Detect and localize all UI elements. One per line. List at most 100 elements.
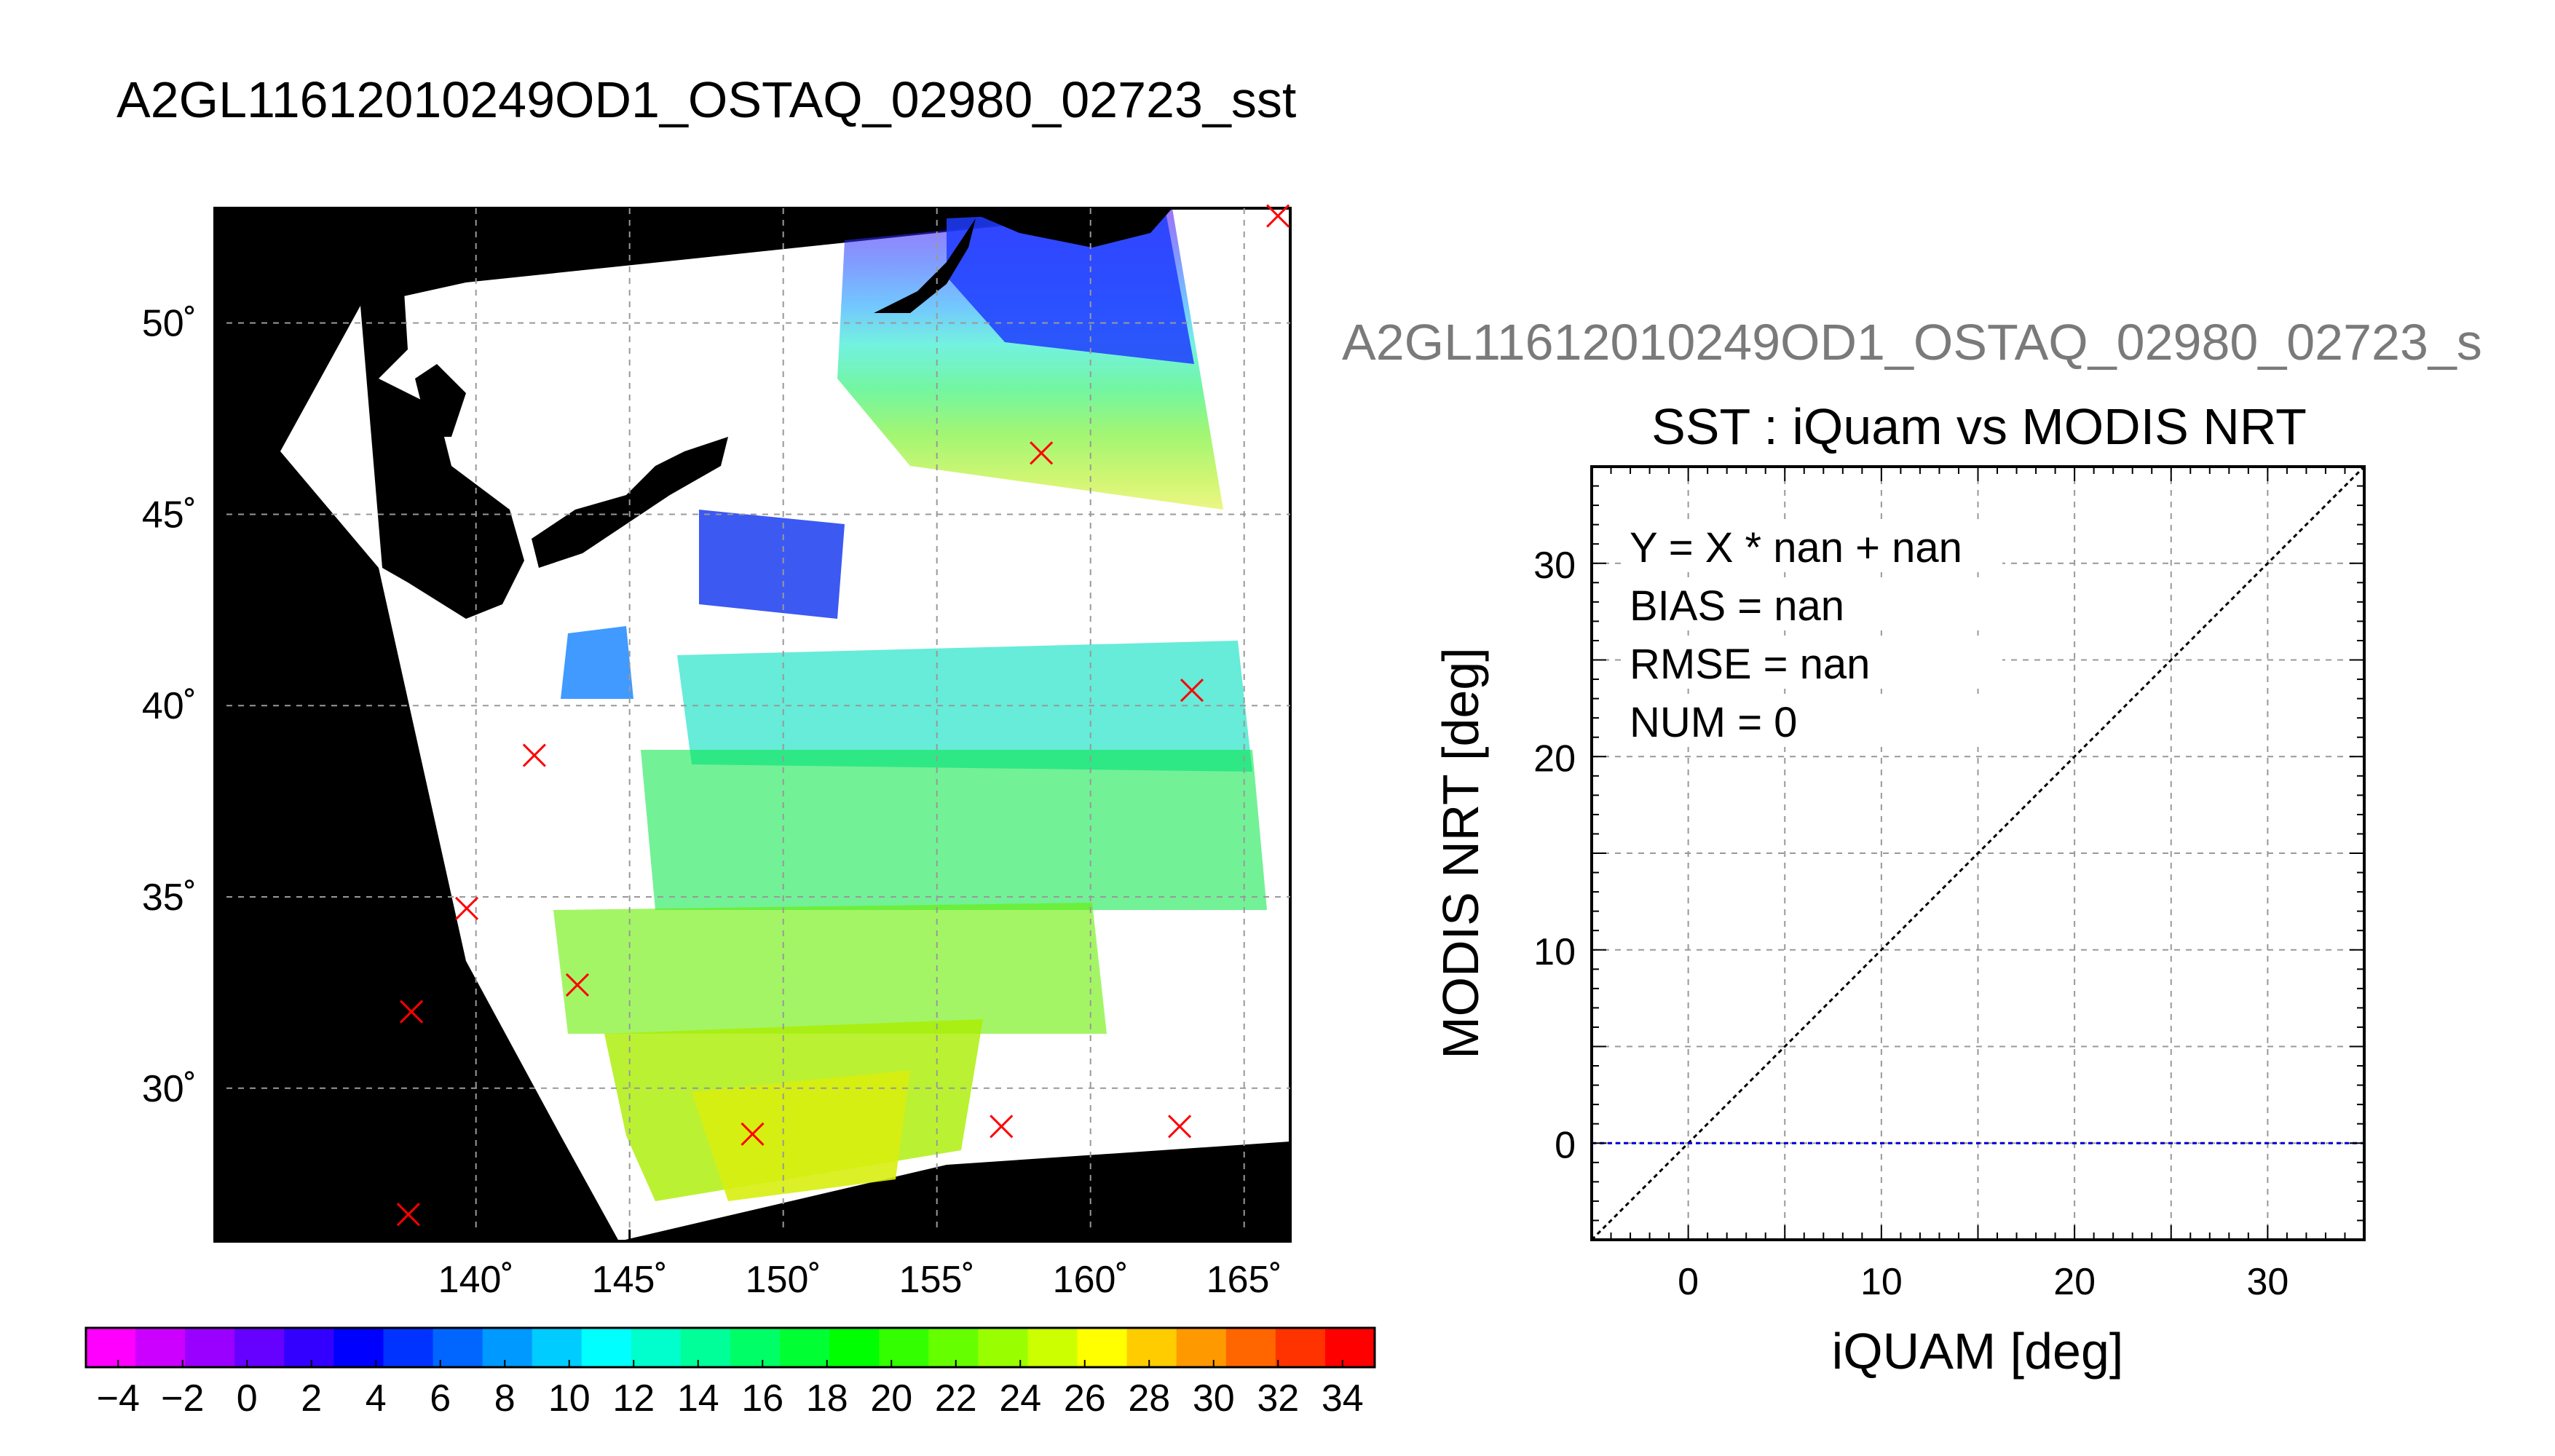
station-marker xyxy=(565,973,590,997)
colorbar-tick-label: 2 xyxy=(301,1377,322,1420)
colorbar-tick-label: 20 xyxy=(870,1377,912,1420)
colorbar-segment xyxy=(185,1328,235,1367)
scatter-title: SST : iQuam vs MODIS NRT xyxy=(1651,398,2307,455)
scatter-y-tick-label: 0 xyxy=(1555,1124,1576,1166)
stats-line: BIAS = nan xyxy=(1630,582,1844,630)
stats-annotation: Y = X * nan + nan BIAS = nan RMSE = nan NUM… xyxy=(1624,524,2002,747)
scatter-y-tick-label: 20 xyxy=(1533,737,1576,780)
map-y-tick-label: 40˚ xyxy=(142,685,197,727)
x-axis-label: iQUAM [deg] xyxy=(1832,1323,2124,1380)
station-marker xyxy=(522,743,546,767)
scatter-x-tick-label: 30 xyxy=(2246,1261,2289,1303)
colorbar-tick-label: 30 xyxy=(1193,1377,1235,1420)
map-x-tick-label: 165˚ xyxy=(1207,1259,1282,1301)
scatter-y-tick-labels: 0 10 20 30 xyxy=(1533,545,1576,1167)
colorbar-segment xyxy=(780,1328,830,1367)
colorbar-segment xyxy=(284,1328,334,1367)
map-y-tick-label: 35˚ xyxy=(142,877,197,919)
map-gridlines xyxy=(215,208,1290,1241)
colorbar-segment xyxy=(631,1328,682,1367)
map-x-tick-label: 145˚ xyxy=(592,1259,668,1301)
stats-background xyxy=(1624,699,2002,747)
colorbar-segment xyxy=(433,1328,483,1367)
colorbar-tick-label: 14 xyxy=(677,1377,719,1420)
colorbar-tick-label: 16 xyxy=(741,1377,783,1420)
station-marker xyxy=(1168,1115,1192,1139)
colorbar-tick-label: 12 xyxy=(612,1377,655,1420)
identity-line xyxy=(1590,465,2366,1241)
colorbar-tick-label: 28 xyxy=(1128,1377,1170,1420)
scatter-minor-ticks xyxy=(1592,467,2364,1240)
colorbar-segment xyxy=(1225,1328,1276,1367)
scatter-x-tick-label: 20 xyxy=(2053,1261,2096,1303)
map-x-tick-label: 160˚ xyxy=(1053,1259,1129,1301)
colorbar-segment xyxy=(730,1328,781,1367)
stats-background xyxy=(1624,524,2002,572)
station-marker xyxy=(741,1122,765,1146)
scatter-y-tick-label: 10 xyxy=(1533,931,1576,973)
stats-line: RMSE = nan xyxy=(1630,641,1870,688)
map-x-tick-labels: 140˚ 145˚ 150˚ 155˚ 160˚ 165˚ xyxy=(438,1259,1282,1301)
scatter-x-tick-label: 10 xyxy=(1860,1261,1903,1303)
stats-background xyxy=(1624,641,2002,689)
map-title: A2GL11612010249OD1_OSTAQ_02980_02723_sst xyxy=(117,71,1297,128)
colorbar-segment xyxy=(234,1328,285,1367)
colorbar-segment xyxy=(383,1328,434,1367)
station-marker xyxy=(454,896,479,920)
scatter-x-tick-labels: 0 10 20 30 xyxy=(1678,1261,2289,1303)
colorbar-tick-label: 22 xyxy=(935,1377,977,1420)
colorbar-segment xyxy=(532,1328,583,1367)
colorbar-tick-label: 10 xyxy=(548,1377,591,1420)
colorbar-tick-label: 26 xyxy=(1064,1377,1106,1420)
station-marker xyxy=(396,1203,420,1227)
colorbar-tick-labels: −4 −2 0 2 4 6 8 10 12 14 16 18 20 22 24 26 28 30 32 34 xyxy=(97,1377,1364,1420)
station-marker xyxy=(1180,678,1204,703)
map-y-tick-labels: 30˚ 35˚ 40˚ 45˚ 50˚ xyxy=(142,303,197,1110)
colorbar-segment xyxy=(581,1328,632,1367)
colorbar xyxy=(84,1326,1376,1369)
colorbar-tick-label: −2 xyxy=(161,1377,204,1420)
scatter-x-tick-label: 0 xyxy=(1678,1261,1699,1303)
colorbar-frame xyxy=(84,1326,1376,1369)
colorbar-segment xyxy=(1027,1328,1078,1367)
station-marker xyxy=(990,1115,1014,1139)
map-y-tick-label: 30˚ xyxy=(142,1068,197,1110)
colorbar-segment xyxy=(928,1328,979,1367)
scatter-supertitle: A2GL11612010249OD1_OSTAQ_02980_02723_s xyxy=(1342,314,2482,371)
stats-line: NUM = 0 xyxy=(1630,699,1797,746)
map-markers xyxy=(396,204,1290,1227)
colorbar-segment xyxy=(1324,1328,1375,1367)
map-frame xyxy=(213,207,1292,1243)
colorbar-tick-label: 18 xyxy=(806,1377,848,1420)
colorbar-tick-label: −4 xyxy=(97,1377,140,1420)
colorbar-tick-label: 6 xyxy=(430,1377,451,1420)
colorbar-tick-label: 32 xyxy=(1257,1377,1299,1420)
stats-line: Y = X * nan + nan xyxy=(1630,524,1962,571)
colorbar-segment xyxy=(680,1328,731,1367)
colorbar-segment xyxy=(829,1328,880,1367)
colorbar-segment xyxy=(879,1328,929,1367)
colorbar-segment xyxy=(86,1328,136,1367)
colorbar-tick-label: 34 xyxy=(1322,1377,1364,1420)
colorbar-segment xyxy=(1126,1328,1177,1367)
station-marker xyxy=(1266,204,1290,228)
colorbar-segment xyxy=(1275,1328,1326,1367)
colorbar-segment xyxy=(135,1328,186,1367)
station-marker xyxy=(400,1000,424,1024)
y-axis-label: MODIS NRT [deg] xyxy=(1432,647,1489,1059)
map-y-tick-label: 45˚ xyxy=(142,494,197,536)
colorbar-tick-label: 24 xyxy=(999,1377,1041,1420)
map-x-tick-label: 150˚ xyxy=(746,1259,821,1301)
station-marker xyxy=(1030,441,1054,465)
colorbar-tick-label: 8 xyxy=(494,1377,516,1420)
scatter-y-tick-label: 30 xyxy=(1533,545,1576,587)
map-x-tick-label: 155˚ xyxy=(899,1259,975,1301)
colorbar-segment xyxy=(1077,1328,1128,1367)
map-y-tick-label: 50˚ xyxy=(142,303,197,345)
stats-background xyxy=(1624,582,2002,630)
colorbar-tick-label: 4 xyxy=(366,1377,387,1420)
colorbar-tick-label: 0 xyxy=(237,1377,258,1420)
colorbar-segment xyxy=(1176,1328,1227,1367)
